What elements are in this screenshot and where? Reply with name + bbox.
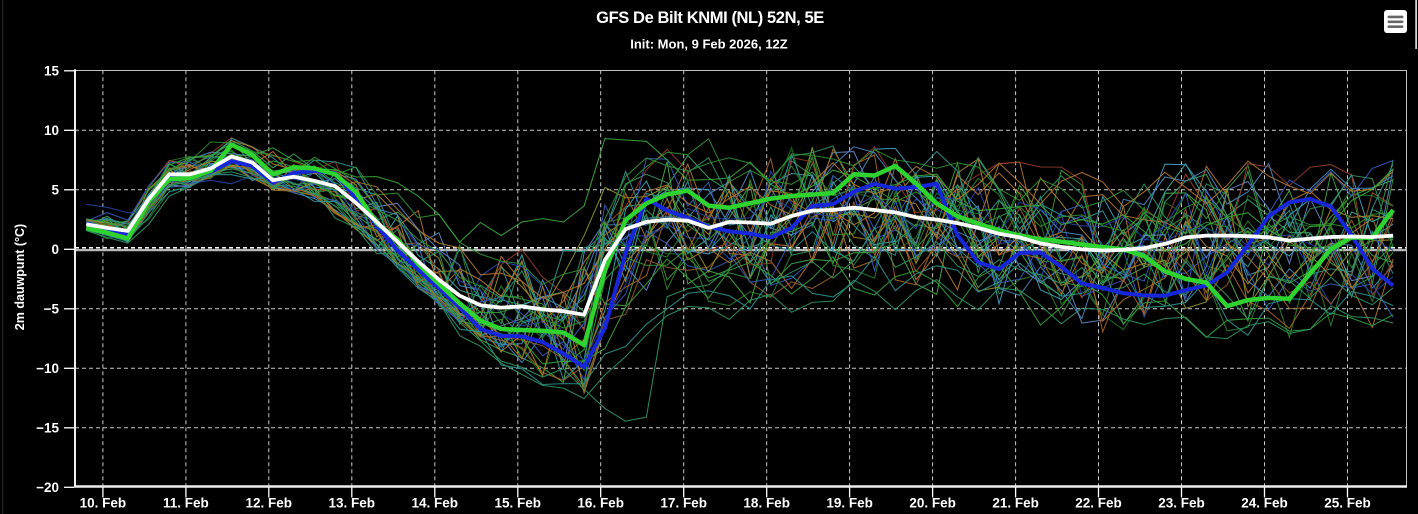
svg-text:5: 5 [51, 182, 59, 197]
svg-text:14. Feb: 14. Feb [412, 496, 459, 511]
svg-text:−20: −20 [36, 480, 59, 495]
svg-text:11. Feb: 11. Feb [163, 496, 209, 511]
svg-text:10: 10 [44, 123, 59, 138]
svg-text:21. Feb: 21. Feb [992, 496, 1039, 511]
svg-text:−10: −10 [36, 361, 59, 376]
svg-text:10. Feb: 10. Feb [80, 496, 127, 511]
svg-text:Init: Mon, 9 Feb 2026, 12Z: Init: Mon, 9 Feb 2026, 12Z [630, 37, 788, 52]
svg-text:15: 15 [44, 63, 60, 78]
svg-text:18. Feb: 18. Feb [743, 496, 790, 511]
svg-text:15. Feb: 15. Feb [495, 496, 542, 511]
svg-text:GFS De Bilt KNMI (NL) 52N, 5E: GFS De Bilt KNMI (NL) 52N, 5E [596, 9, 824, 27]
svg-text:2m dauwpunt (°C): 2m dauwpunt (°C) [13, 224, 27, 330]
svg-text:13. Feb: 13. Feb [329, 496, 376, 511]
svg-text:19. Feb: 19. Feb [826, 496, 873, 511]
svg-text:22. Feb: 22. Feb [1075, 496, 1122, 511]
svg-text:25. Feb: 25. Feb [1324, 496, 1371, 511]
svg-text:23. Feb: 23. Feb [1158, 496, 1205, 511]
svg-text:20. Feb: 20. Feb [909, 496, 956, 511]
svg-text:12. Feb: 12. Feb [246, 496, 293, 511]
svg-text:24. Feb: 24. Feb [1241, 496, 1288, 511]
svg-text:16. Feb: 16. Feb [577, 496, 624, 511]
svg-text:−15: −15 [36, 420, 59, 435]
svg-text:0: 0 [51, 242, 59, 257]
svg-text:−5: −5 [44, 301, 60, 316]
svg-text:17. Feb: 17. Feb [660, 496, 707, 511]
